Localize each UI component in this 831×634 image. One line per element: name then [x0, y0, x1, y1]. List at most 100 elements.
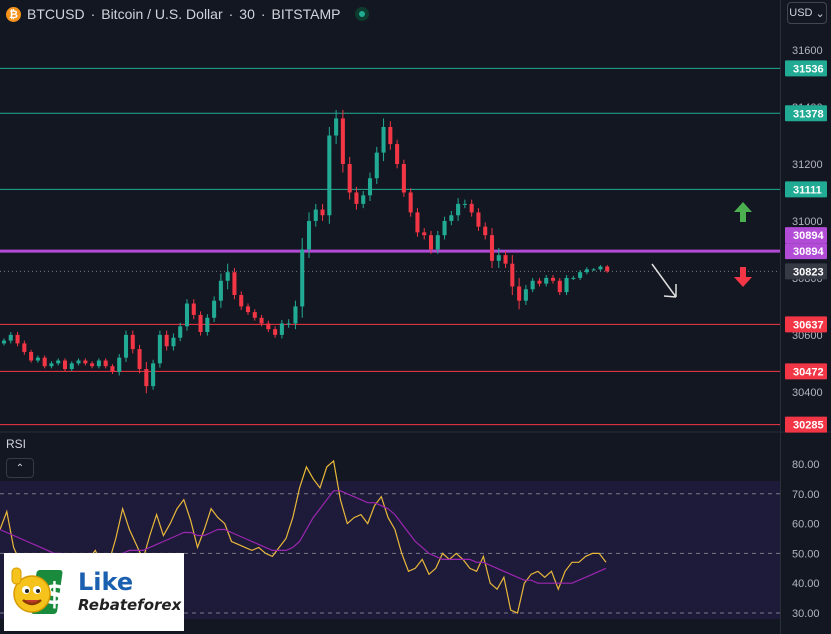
market-open-icon — [354, 7, 369, 21]
candle-body — [462, 203, 467, 205]
candle-body — [428, 235, 434, 250]
candle-body — [496, 255, 501, 261]
candle-body — [184, 303, 190, 327]
chart-title-bar: ₿ BTCUSD · Bitcoin / U.S. Dollar · 30 · … — [6, 4, 369, 24]
candle-body — [334, 118, 339, 136]
logo-brand-text: Rebateforex — [78, 596, 182, 614]
title-separator: · — [90, 6, 96, 22]
candle-body — [476, 212, 481, 227]
candle-body — [198, 314, 203, 333]
resistance-price-badge — [785, 181, 827, 198]
candle-body — [96, 360, 101, 367]
candle-body — [584, 269, 589, 273]
price-tick-label: 30400 — [792, 387, 823, 399]
candle-body — [178, 326, 183, 338]
pivot-price-label: 30894 — [793, 246, 824, 258]
logo-like-text: Like — [78, 568, 134, 596]
candle-body — [245, 306, 251, 313]
candle-body — [517, 286, 522, 301]
candle-body — [110, 366, 115, 372]
candle-body — [266, 323, 271, 330]
candle-body — [456, 203, 461, 216]
price-tick-label: 31200 — [792, 159, 823, 171]
candle-body — [401, 164, 406, 193]
candle-body — [503, 255, 508, 264]
rsi-tick-label: 70.00 — [792, 489, 820, 501]
candle-body — [571, 277, 576, 279]
level-price-label: 31378 — [793, 108, 824, 120]
candle-body — [347, 164, 352, 193]
candle-body — [90, 363, 95, 367]
candle-body — [489, 235, 495, 261]
pointer-arrow-icon — [651, 263, 677, 298]
candle-body — [123, 334, 129, 358]
svg-text:$: $ — [44, 577, 65, 612]
candle-body — [1, 340, 7, 344]
rsi-tick-label: 80.00 — [792, 459, 820, 471]
level-price-label: 31536 — [793, 63, 824, 75]
candle-body — [151, 363, 156, 387]
candle-body — [381, 126, 386, 153]
price-tick-label: 30600 — [792, 330, 823, 342]
rebateforex-logo: $ Like Rebateforex — [4, 553, 184, 631]
candle-body — [62, 360, 68, 370]
candle-body — [171, 337, 176, 347]
resistance-price-badge — [785, 105, 827, 122]
candle-body — [117, 357, 122, 372]
candle-body — [415, 212, 420, 233]
candle-body — [35, 357, 40, 361]
candle-body — [422, 232, 427, 236]
candle-body — [483, 226, 488, 236]
candle-body — [29, 351, 34, 361]
support-price-badge — [785, 416, 827, 433]
collapse-pane-button[interactable]: ⌃ — [6, 458, 34, 478]
candle-body — [42, 357, 47, 367]
candle-body — [544, 277, 549, 284]
candle-body — [212, 300, 217, 318]
candle-body — [259, 317, 264, 324]
level-price-label: 31111 — [793, 184, 822, 196]
candle-body — [252, 312, 257, 318]
candle-body — [83, 360, 88, 364]
chevron-up-icon: ⌃ — [15, 462, 25, 474]
support-price-badge — [785, 316, 827, 333]
level-price-label: 30285 — [793, 420, 824, 432]
exchange-name: BITSTAMP — [271, 6, 341, 22]
candle-body — [137, 349, 142, 370]
candle-body — [388, 126, 393, 145]
chevron-down-icon: ⌄ — [815, 7, 825, 20]
candle-body — [76, 360, 81, 364]
candle-body — [313, 209, 318, 221]
candle-body — [225, 272, 230, 281]
candle-body — [327, 135, 332, 216]
candle-body — [320, 209, 325, 216]
candle-body — [300, 249, 305, 307]
candle-body — [469, 203, 474, 213]
candle-body — [69, 363, 74, 370]
candle-body — [598, 266, 603, 270]
level-price-label: 30472 — [793, 366, 824, 378]
current-price-badge — [785, 263, 827, 280]
price-tick-label: 31000 — [792, 216, 823, 228]
candle-body — [523, 289, 528, 301]
candle-body — [15, 334, 20, 344]
price-tick-label: 31600 — [792, 45, 823, 57]
rsi-tick-label: 30.00 — [792, 608, 820, 620]
candle-body — [306, 220, 312, 250]
candle-body — [449, 215, 454, 221]
pivot-price-badge — [785, 227, 827, 244]
symbol-name[interactable]: BTCUSD — [27, 6, 85, 22]
candle-body — [564, 277, 569, 293]
candle-body — [273, 329, 278, 335]
timeframe[interactable]: 30 — [239, 6, 255, 22]
title-separator: · — [228, 6, 234, 22]
currency-button[interactable]: USD ⌄ — [787, 2, 827, 24]
candle-body — [591, 269, 596, 271]
candle-body — [442, 220, 447, 236]
candle-body — [191, 303, 196, 315]
up-arrow-icon — [734, 202, 752, 222]
candle-body — [232, 272, 237, 295]
candle-body — [130, 334, 135, 350]
rsi-tick-label: 40.00 — [792, 578, 820, 590]
